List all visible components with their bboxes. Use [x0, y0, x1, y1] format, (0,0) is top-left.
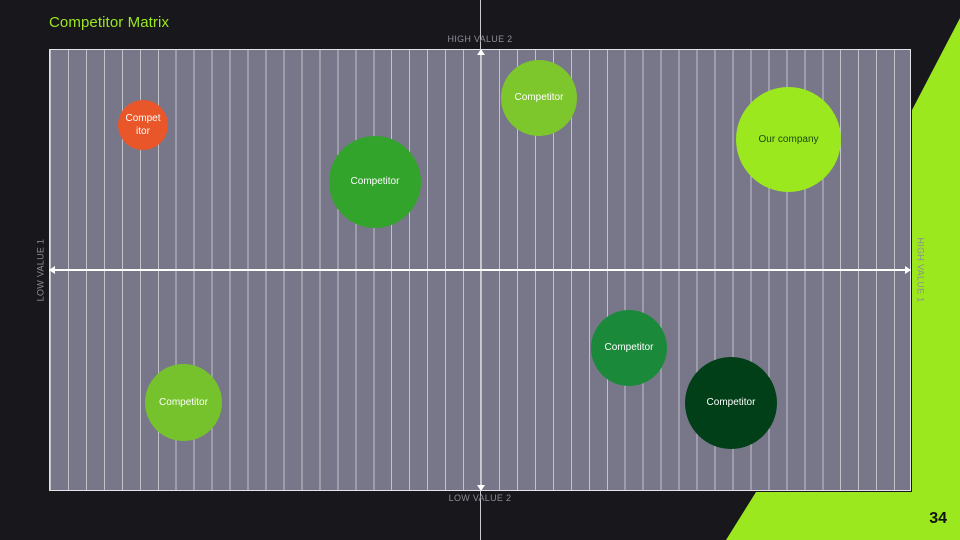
bubble-competitor-center-left: Competitor: [329, 136, 421, 228]
axis-label-high-value-1: HIGH VALUE 1: [915, 237, 926, 303]
accent-shape-bottom: [726, 492, 912, 540]
bubble-label: Competitor: [706, 397, 756, 409]
bubble-our-company: Our company: [736, 87, 841, 192]
axis-label-low-value-1: LOW VALUE 1: [35, 238, 46, 302]
slide-title: Competitor Matrix: [49, 14, 170, 31]
bubble-label: Compet: [125, 112, 161, 124]
horizontal-axis-line: [49, 269, 911, 271]
arrow-right-icon: [905, 266, 911, 274]
bubble-label: Competitor: [604, 342, 654, 354]
bubble-competitor-dark: Competitor: [685, 357, 777, 449]
bubble-label: itor: [136, 126, 150, 137]
arrow-left-icon: [49, 266, 55, 274]
bubble-label: Our company: [758, 133, 819, 145]
page-number: 34: [929, 510, 947, 527]
arrow-up-icon: [477, 49, 485, 55]
bubble-label: Competitor: [159, 396, 208, 408]
bubble-label: Competitor: [514, 92, 564, 104]
bubble-competitor-orange: Compet itor: [118, 100, 168, 150]
bubble-label: Competitor: [350, 176, 400, 188]
bubble-competitor-top: Competitor: [501, 60, 577, 136]
bubble-competitor-lower-center: Competitor: [591, 310, 667, 386]
bubble-competitor-lower-left: Competitor: [145, 364, 222, 441]
axis-label-high-value-2: HIGH VALUE 2: [447, 34, 513, 44]
arrow-down-icon: [477, 485, 485, 491]
axis-label-low-value-2: LOW VALUE 2: [448, 493, 512, 503]
accent-shape-right: [912, 18, 960, 540]
